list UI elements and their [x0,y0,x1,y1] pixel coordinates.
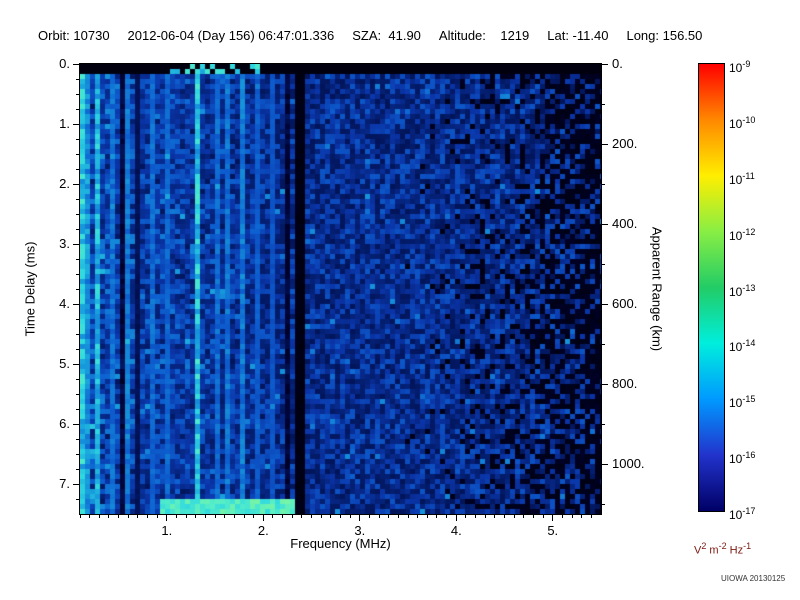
header-latitude: Lat: -11.40 [547,28,609,43]
spectrogram-canvas [80,64,601,514]
x-major-tick [455,514,457,521]
header-sza: SZA: 41.90 [352,28,421,43]
right-tick-label: 1000. [612,456,645,471]
colorbar [698,63,725,512]
colorbar-tick-label: 10-15 [729,394,756,411]
x-major-tick [552,514,554,521]
y-tick-label: 4. [59,296,70,311]
right-major-tick [601,143,608,145]
header-altitude: Altitude: 1219 [438,28,530,43]
y-tick-label: 6. [59,416,70,431]
x-major-tick [359,514,361,521]
credit-text: UIOWA 20130125 [721,574,786,583]
header-info: Orbit: 10730 2012-06-04 (Day 156) 06:47:… [38,28,702,43]
right-tick-label: 200. [612,136,638,151]
colorbar-tick-label: 10-14 [729,338,756,355]
y-axis-title-right: Apparent Range (km) [649,226,665,352]
y-tick-label: 2. [59,176,70,191]
right-major-tick [601,63,608,65]
right-major-tick [601,223,608,225]
right-major-tick [601,303,608,305]
y-tick-label: 5. [59,356,70,371]
y-tick-label: 1. [59,116,70,131]
colorbar-tick-label: 10-13 [729,282,756,299]
right-tick-label: 800. [612,376,638,391]
header-longitude: Long: 156.50 [626,28,703,43]
x-axis-title: Frequency (MHz) [290,536,391,551]
right-tick-label: 0. [612,56,623,71]
colorbar-tick-label: 10-16 [729,450,756,467]
y-tick-label: 0. [59,56,70,71]
header-orbit: Orbit: 10730 [38,28,110,43]
colorbar-tick-label: 10-11 [729,170,755,187]
colorbar-units-label: V2 m-2 Hz-1 [694,541,752,557]
colorbar-tick-label: 10-12 [729,226,756,243]
colorbar-tick-label: 10-17 [729,506,756,522]
spectrogram-plot [79,63,602,515]
right-major-tick [601,463,608,465]
colorbar-tick-label: 10-9 [729,59,751,75]
x-major-tick [262,514,264,521]
y-tick-label: 3. [59,236,70,251]
y-axis-title-left: Time Delay (ms) [22,241,38,337]
colorbar-tick-label: 10-10 [729,114,756,131]
y-tick-label: 7. [59,476,70,491]
right-major-tick [601,383,608,385]
header-datetime: 2012-06-04 (Day 156) 06:47:01.336 [127,28,335,43]
x-major-tick [166,514,168,521]
